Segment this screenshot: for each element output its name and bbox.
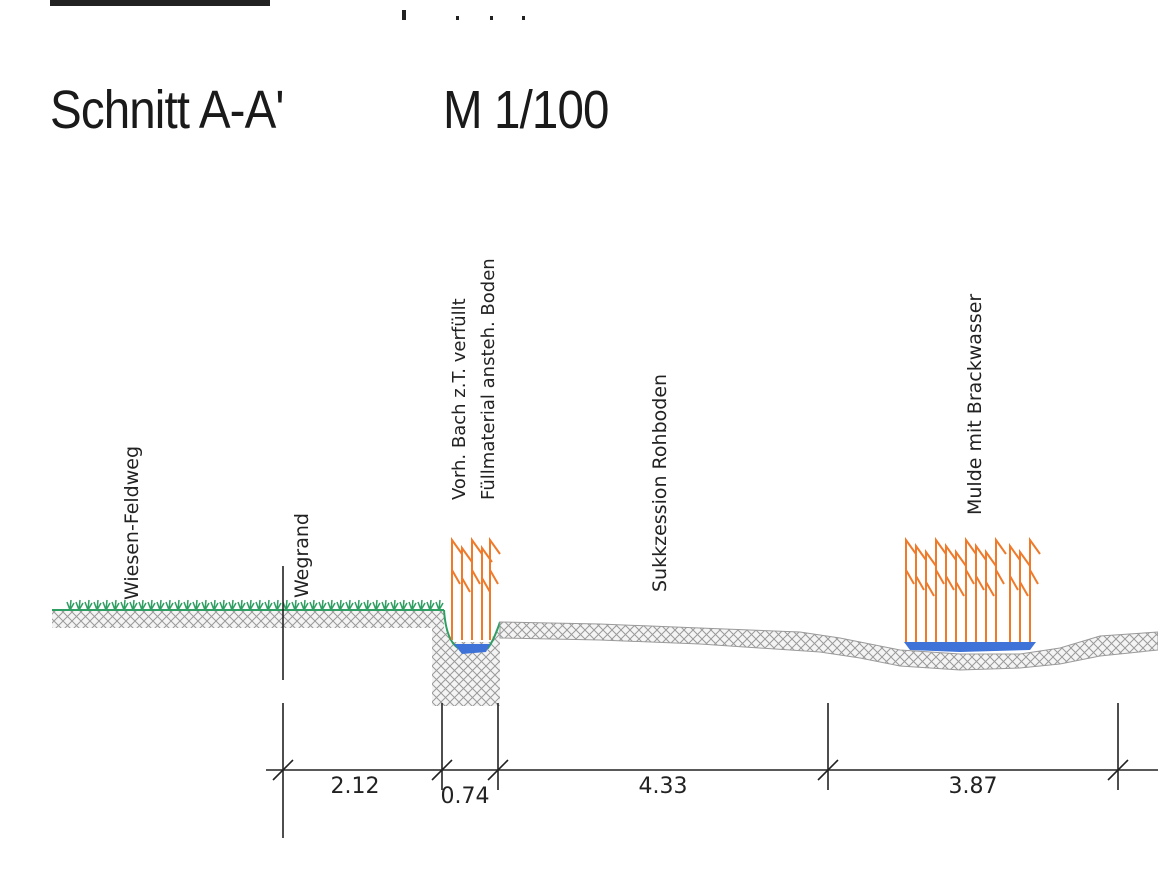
reed-stalk (995, 536, 1007, 642)
grass-tuft (318, 599, 327, 611)
reed-stalk (975, 542, 987, 642)
grass-tuft (165, 599, 174, 611)
grass-tuft (363, 599, 372, 611)
grass-tuft (246, 599, 255, 611)
ground-succession (499, 621, 1158, 671)
grass-tuft (264, 599, 273, 611)
grass-tuft (129, 599, 138, 611)
grass-tuft (354, 599, 363, 611)
reed-plants (451, 536, 1041, 642)
label-meadow-path: Wiesen-Feldweg (121, 446, 143, 600)
label-stream-line2: Füllmaterial ansteh. Boden (478, 258, 499, 500)
grass-tuft (372, 599, 381, 611)
reed-stalk (1009, 542, 1021, 642)
reed-stalk (965, 536, 977, 642)
grass-tuft (381, 599, 390, 611)
reed-stalk (471, 536, 483, 640)
dimension-stream-width: 0.74 (441, 784, 490, 809)
grass-tuft (390, 599, 399, 611)
dimension-lines (266, 566, 1158, 838)
grass-tuft (255, 599, 264, 611)
grass-tuft (228, 599, 237, 611)
grass-tuft (84, 599, 93, 611)
grass-tuft (327, 599, 336, 611)
grass-tuft (192, 599, 201, 611)
grass-tuft (111, 599, 120, 611)
section-title: Schnitt A-A' (50, 80, 284, 140)
grass-tuft (174, 599, 183, 611)
grass-tuft (75, 599, 84, 611)
grass-tuft (156, 599, 165, 611)
grass-tuft (291, 599, 300, 611)
grass-tuft (408, 599, 417, 611)
grass-tuft (93, 599, 102, 611)
label-stream-line1: Vorh. Bach z.T. verfüllt (449, 298, 470, 500)
grass-tuft (300, 599, 309, 611)
grass-tuft (273, 599, 282, 611)
reed-stalk (905, 536, 917, 642)
grass-tuft (336, 599, 345, 611)
reed-stalk (935, 536, 947, 642)
ground-meadow-path (52, 609, 444, 628)
reed-stalk (955, 548, 967, 642)
grass-tuft (201, 599, 210, 611)
hollow-water (904, 642, 1036, 652)
grass-tuft (102, 599, 111, 611)
reed-stalk (925, 548, 937, 642)
grass-tuft (219, 599, 228, 611)
label-path-edge: Wegrand (291, 513, 313, 598)
grass-tuft (66, 599, 75, 611)
dimension-succession-width: 4.33 (639, 774, 688, 799)
grass-tuft (183, 599, 192, 611)
grass-tuft (435, 599, 444, 611)
scale-label: M 1/100 (443, 80, 609, 140)
grass-tuft (345, 599, 354, 611)
grass-tuft (138, 599, 147, 611)
grass-tufts (66, 599, 444, 611)
grass-tuft (309, 599, 318, 611)
reed-stalk (945, 542, 957, 642)
grass-tuft (147, 599, 156, 611)
reed-stalk (915, 542, 927, 642)
label-hollow: Mulde mit Brackwasser (964, 294, 986, 515)
dimension-hollow-width: 3.87 (949, 774, 998, 799)
grass-tuft (210, 599, 219, 611)
dimension-path-width: 2.12 (331, 774, 380, 799)
grass-tuft (237, 599, 246, 611)
grass-tuft (120, 599, 129, 611)
cropped-header-remnant (50, 0, 525, 20)
label-succession: Sukkzession Rohboden (649, 374, 671, 592)
reed-stalk (481, 544, 493, 640)
grass-tuft (417, 599, 426, 611)
stream-water (454, 644, 490, 654)
grass-tuft (426, 599, 435, 611)
reed-stalk (489, 536, 501, 640)
grass-tuft (282, 599, 291, 611)
reed-stalk (451, 536, 463, 640)
stream-channel (432, 609, 501, 706)
reed-stalk (1019, 548, 1031, 642)
reed-stalk (1029, 536, 1041, 642)
reed-stalk (461, 544, 473, 640)
grass-tuft (399, 599, 408, 611)
reed-stalk (985, 548, 997, 642)
